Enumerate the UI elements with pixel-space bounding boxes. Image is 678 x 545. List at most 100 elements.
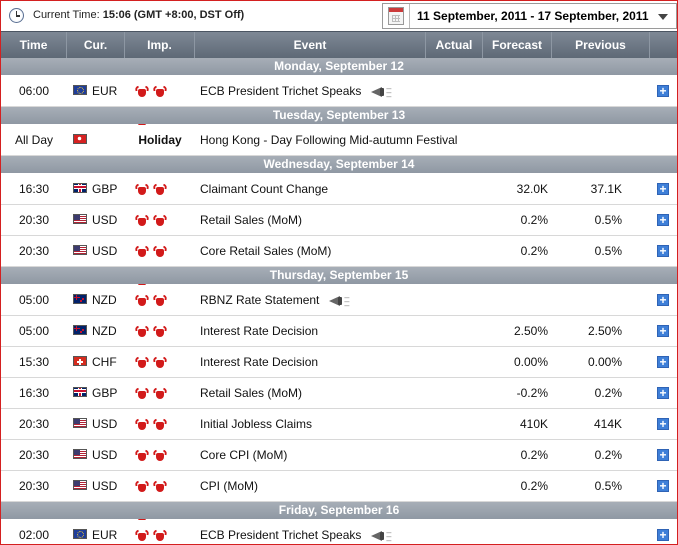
event-name[interactable]: CPI (MoM) [200, 471, 426, 501]
expand-plus-icon[interactable]: + [657, 325, 669, 337]
importance-rating [134, 285, 187, 337]
bull-head [156, 329, 164, 338]
table-row[interactable]: 20:30 USD Core Retail Sales (MoM) 0.2% 0.5% + [1, 236, 677, 288]
bull-icon [152, 388, 168, 400]
bull-head [138, 422, 146, 431]
speech-icon-body [380, 87, 385, 96]
expand-plus-icon[interactable]: + [657, 214, 669, 226]
column-header-importance[interactable]: Imp. [125, 32, 195, 58]
table-row[interactable]: 20:30 USD Core CPI (MoM) 0.2% 0.2% + [1, 440, 677, 492]
bull-icon [134, 246, 150, 258]
column-header-previous[interactable]: Previous [552, 32, 650, 58]
expand-plus-icon[interactable]: + [657, 480, 669, 492]
column-header-forecast[interactable]: Forecast [483, 32, 552, 58]
expand-plus-icon[interactable]: + [657, 356, 669, 368]
expand-plus-icon[interactable]: + [657, 85, 669, 97]
bull-head [138, 533, 146, 542]
us-flag-icon [73, 449, 87, 459]
event-previous: 0.2% [594, 448, 622, 462]
column-header-time[interactable]: Time [1, 32, 67, 58]
us-flag-icon [73, 480, 87, 490]
bull-head [138, 298, 146, 307]
bull-icon [152, 530, 168, 542]
expand-plus-icon[interactable]: + [657, 529, 669, 541]
table-row[interactable]: 15:30 CHF Interest Rate Decision 0.00% 0.00%… [1, 347, 677, 399]
event-name[interactable]: Initial Jobless Claims [200, 409, 426, 439]
table-row[interactable]: 20:30 USD Initial Jobless Claims 410K 414K + [1, 409, 677, 461]
expand-plus-icon[interactable]: + [657, 245, 669, 257]
date-range-dropdown[interactable]: 11 September, 2011 - 17 September, 2011 [382, 3, 677, 29]
table-row[interactable]: 06:00 EUR ECB President Trichet Speaks – – – + [1, 76, 677, 128]
event-currency: USD [92, 244, 118, 258]
eu-flag-icon [73, 529, 87, 539]
us-flag-icon [73, 418, 87, 428]
event-name[interactable]: ECB President Trichet Speaks – – – [200, 520, 426, 544]
bull-head [156, 187, 164, 196]
table-row[interactable]: 02:00 EUR ECB President Trichet Speaks – – – + [1, 520, 677, 544]
bull-icon [134, 184, 150, 196]
bull-icon [152, 295, 168, 307]
calendar-icon[interactable] [388, 7, 404, 25]
event-name[interactable]: Core CPI (MoM) [200, 440, 426, 470]
event-name-text: Claimant Count Change [200, 182, 329, 196]
eu-flag-icon [73, 85, 87, 95]
column-header-currency[interactable]: Cur. [67, 32, 125, 58]
bull-head [138, 391, 146, 400]
event-name[interactable]: Claimant Count Change [200, 174, 426, 204]
bull-icon [134, 357, 150, 369]
table-header: Time Cur. Imp. Event Actual Forecast Pre… [1, 31, 677, 58]
event-name[interactable]: Hong Kong - Day Following Mid-autumn Fes… [200, 125, 457, 155]
table-row[interactable]: All Day Holiday Hong Kong - Day Following … [1, 125, 677, 156]
day-header: Thursday, September 15 [1, 267, 677, 284]
event-name[interactable]: Retail Sales (MoM) [200, 205, 426, 235]
event-previous [552, 76, 622, 106]
expand-plus-icon[interactable]: + [657, 294, 669, 306]
column-header-event[interactable]: Event [195, 32, 426, 58]
event-actual [426, 236, 483, 266]
event-time: 20:30 [18, 448, 50, 462]
event-name[interactable]: RBNZ Rate Statement – – – [200, 285, 426, 315]
event-name-text: Initial Jobless Claims [200, 417, 313, 431]
table-row[interactable]: 16:30 GBP Retail Sales (MoM) -0.2% 0.2% + [1, 378, 677, 430]
event-previous: 0.5% [594, 479, 622, 493]
event-forecast: 0.2% [520, 213, 548, 227]
us-flag-icon [73, 245, 87, 255]
event-currency: CHF [92, 355, 117, 369]
expand-plus-icon[interactable]: + [657, 387, 669, 399]
importance-rating [134, 471, 187, 523]
event-time: 02:00 [18, 528, 50, 542]
bull-icon [134, 419, 150, 431]
table-row[interactable]: 05:00 NZD RBNZ Rate Statement – – – + [1, 285, 677, 337]
speech-icon-waves: – – – [344, 291, 350, 310]
speech-icon-body [380, 531, 385, 540]
event-time: 16:30 [18, 386, 50, 400]
expand-plus-icon[interactable]: + [657, 418, 669, 430]
expand-plus-icon[interactable]: + [657, 449, 669, 461]
event-name[interactable]: Core Retail Sales (MoM) [200, 236, 426, 266]
table-row[interactable]: 16:30 GBP Claimant Count Change 32.0K 37.1K + [1, 174, 677, 226]
event-forecast: 0.2% [520, 448, 548, 462]
table-row[interactable]: 05:00 NZD Interest Rate Decision 2.50% 2.50%… [1, 316, 677, 368]
event-name-text: ECB President Trichet Speaks [200, 528, 362, 542]
bull-icon [152, 357, 168, 369]
event-name[interactable]: Retail Sales (MoM) [200, 378, 426, 408]
day-header: Friday, September 16 [1, 502, 677, 519]
event-previous: 0.00% [587, 355, 622, 369]
event-currency: NZD [92, 293, 117, 307]
event-actual [426, 174, 483, 204]
event-name[interactable]: ECB President Trichet Speaks – – – [200, 76, 426, 106]
chevron-down-icon[interactable] [658, 14, 668, 20]
event-name-text: Retail Sales (MoM) [200, 213, 303, 227]
expand-plus-icon[interactable]: + [657, 183, 669, 195]
bull-icon [152, 184, 168, 196]
bull-head [138, 484, 146, 493]
speech-icon: – – – [329, 291, 351, 310]
table-row[interactable]: 20:30 USD CPI (MoM) 0.2% 0.5% + [1, 471, 677, 523]
event-currency: USD [92, 213, 118, 227]
event-name[interactable]: Interest Rate Decision [200, 347, 426, 377]
event-name[interactable]: Interest Rate Decision [200, 316, 426, 346]
table-row[interactable]: 20:30 USD Retail Sales (MoM) 0.2% 0.5% + [1, 205, 677, 257]
importance-rating [134, 409, 187, 461]
column-header-actual[interactable]: Actual [426, 32, 483, 58]
